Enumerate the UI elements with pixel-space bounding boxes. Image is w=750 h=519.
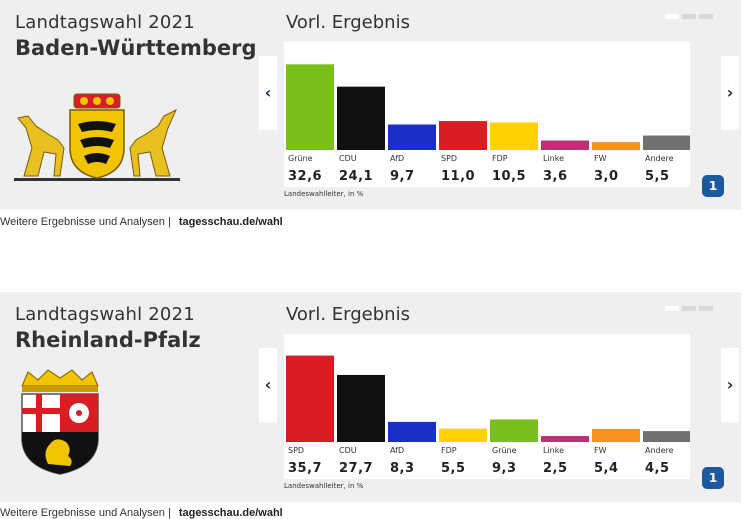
coat-of-arms-bw-icon bbox=[14, 93, 180, 181]
party-value: 5,5 bbox=[441, 461, 466, 476]
bar-spd bbox=[286, 355, 334, 442]
next-arrow-button[interactable]: › bbox=[721, 56, 739, 130]
party-value: 9,7 bbox=[390, 169, 415, 184]
slide-dot[interactable] bbox=[682, 306, 696, 311]
party-value: 9,3 bbox=[492, 461, 517, 476]
slide-dot[interactable] bbox=[699, 306, 713, 311]
party-value: 11,0 bbox=[441, 169, 475, 184]
next-arrow-button[interactable]: › bbox=[721, 348, 739, 422]
bar-andere bbox=[643, 135, 690, 150]
footer-text: Weitere Ergebnisse und Analysen | bbox=[0, 507, 171, 519]
bar-grüne bbox=[286, 64, 334, 150]
election-title: Landtagswahl 2021 bbox=[15, 304, 195, 325]
bar-fw bbox=[592, 142, 640, 150]
footer-text: Weitere Ergebnisse und Analysen | bbox=[0, 216, 171, 228]
party-label: Andere bbox=[645, 446, 674, 455]
bar-chart: Grüne 32,6 CDU 24,1 AfD 9,7 SPD 11,0 FDP 10,5 Link… bbox=[286, 64, 690, 184]
footer-link[interactable]: tagesschau.de/wahl bbox=[178, 507, 283, 519]
party-label: CDU bbox=[339, 154, 357, 163]
source-note: Landeswahlleiter, in % bbox=[284, 482, 364, 490]
party-value: 3,0 bbox=[594, 169, 619, 184]
bar-chart: SPD 35,7 CDU 27,7 AfD 8,3 FDP 5,5 Grüne 9,3 Linke 2… bbox=[286, 355, 690, 476]
bar-spd bbox=[439, 121, 487, 150]
bar-cdu bbox=[337, 374, 385, 442]
bar-linke bbox=[541, 435, 589, 442]
party-value: 4,5 bbox=[645, 461, 670, 476]
slide-indicator[interactable] bbox=[662, 14, 713, 20]
coat-of-arms-rp-icon bbox=[21, 369, 99, 475]
party-label: SPD bbox=[288, 446, 304, 455]
footer-link[interactable]: tagesschau.de/wahl bbox=[178, 216, 283, 228]
bar-fw bbox=[592, 428, 640, 442]
panel-title: Vorl. Ergebnis bbox=[286, 304, 410, 325]
bar-cdu bbox=[337, 86, 385, 150]
party-label: FW bbox=[594, 446, 607, 455]
bar-afd bbox=[388, 421, 436, 442]
party-label: AfD bbox=[390, 154, 404, 163]
party-value: 27,7 bbox=[339, 461, 373, 476]
prev-arrow-button[interactable]: ‹ bbox=[259, 348, 277, 422]
footer: Weitere Ergebnisse und Analysen | tagessc… bbox=[0, 216, 283, 228]
party-value: 24,1 bbox=[339, 169, 373, 184]
slide-dot[interactable] bbox=[699, 14, 713, 19]
results-chart: SPD 35,7 CDU 27,7 AfD 8,3 FDP 5,5 Grüne 9,3 Linke 2… bbox=[284, 334, 690, 479]
slide-dot[interactable] bbox=[665, 306, 679, 311]
party-value: 3,6 bbox=[543, 169, 568, 184]
party-label: AfD bbox=[390, 446, 404, 455]
source-note: Landeswahlleiter, in % bbox=[284, 190, 364, 198]
election-widget-rp: Landtagswahl 2021 Rheinland-Pfalz Vorl. … bbox=[0, 292, 741, 502]
party-label: Grüne bbox=[288, 154, 313, 163]
party-label: FDP bbox=[492, 154, 508, 163]
state-name: Rheinland-Pfalz bbox=[15, 328, 201, 352]
party-value: 35,7 bbox=[288, 461, 322, 476]
bar-afd bbox=[388, 124, 436, 150]
party-value: 8,3 bbox=[390, 461, 415, 476]
election-widget-bw: Landtagswahl 2021 Baden-Württemberg Vorl… bbox=[0, 0, 741, 210]
bar-fdp bbox=[439, 428, 487, 442]
party-label: Andere bbox=[645, 154, 674, 163]
footer: Weitere Ergebnisse und Analysen | tagessc… bbox=[0, 507, 283, 519]
bar-linke bbox=[541, 140, 589, 150]
results-panel: Vorl. Ergebnis ‹ › SPD 35,7 CDU 27,7 AfD 8,3 F… bbox=[259, 292, 741, 502]
party-value: 2,5 bbox=[543, 461, 568, 476]
slide-indicator[interactable] bbox=[662, 306, 713, 312]
bar-grüne bbox=[490, 419, 538, 442]
tagesschau-logo-icon[interactable]: 1 bbox=[702, 175, 724, 197]
tagesschau-logo-icon[interactable]: 1 bbox=[702, 467, 724, 489]
results-panel: Vorl. Ergebnis ‹ › Grüne 32,6 CDU 24,1 AfD 9,… bbox=[259, 0, 741, 210]
election-title: Landtagswahl 2021 bbox=[15, 12, 195, 33]
party-value: 32,6 bbox=[288, 169, 322, 184]
party-value: 5,4 bbox=[594, 461, 619, 476]
party-label: CDU bbox=[339, 446, 357, 455]
party-label: Linke bbox=[543, 154, 564, 163]
bar-fdp bbox=[490, 122, 538, 150]
party-value: 5,5 bbox=[645, 169, 670, 184]
party-label: Linke bbox=[543, 446, 564, 455]
panel-title: Vorl. Ergebnis bbox=[286, 12, 410, 33]
state-name: Baden-Württemberg bbox=[15, 36, 257, 60]
party-label: FDP bbox=[441, 446, 457, 455]
slide-dot[interactable] bbox=[682, 14, 696, 19]
party-label: SPD bbox=[441, 154, 457, 163]
party-label: Grüne bbox=[492, 446, 517, 455]
party-value: 10,5 bbox=[492, 169, 526, 184]
party-label: FW bbox=[594, 154, 607, 163]
slide-dot[interactable] bbox=[665, 14, 679, 19]
results-chart: Grüne 32,6 CDU 24,1 AfD 9,7 SPD 11,0 FDP 10,5 Link… bbox=[284, 42, 690, 187]
bar-andere bbox=[643, 431, 690, 442]
prev-arrow-button[interactable]: ‹ bbox=[259, 56, 277, 130]
